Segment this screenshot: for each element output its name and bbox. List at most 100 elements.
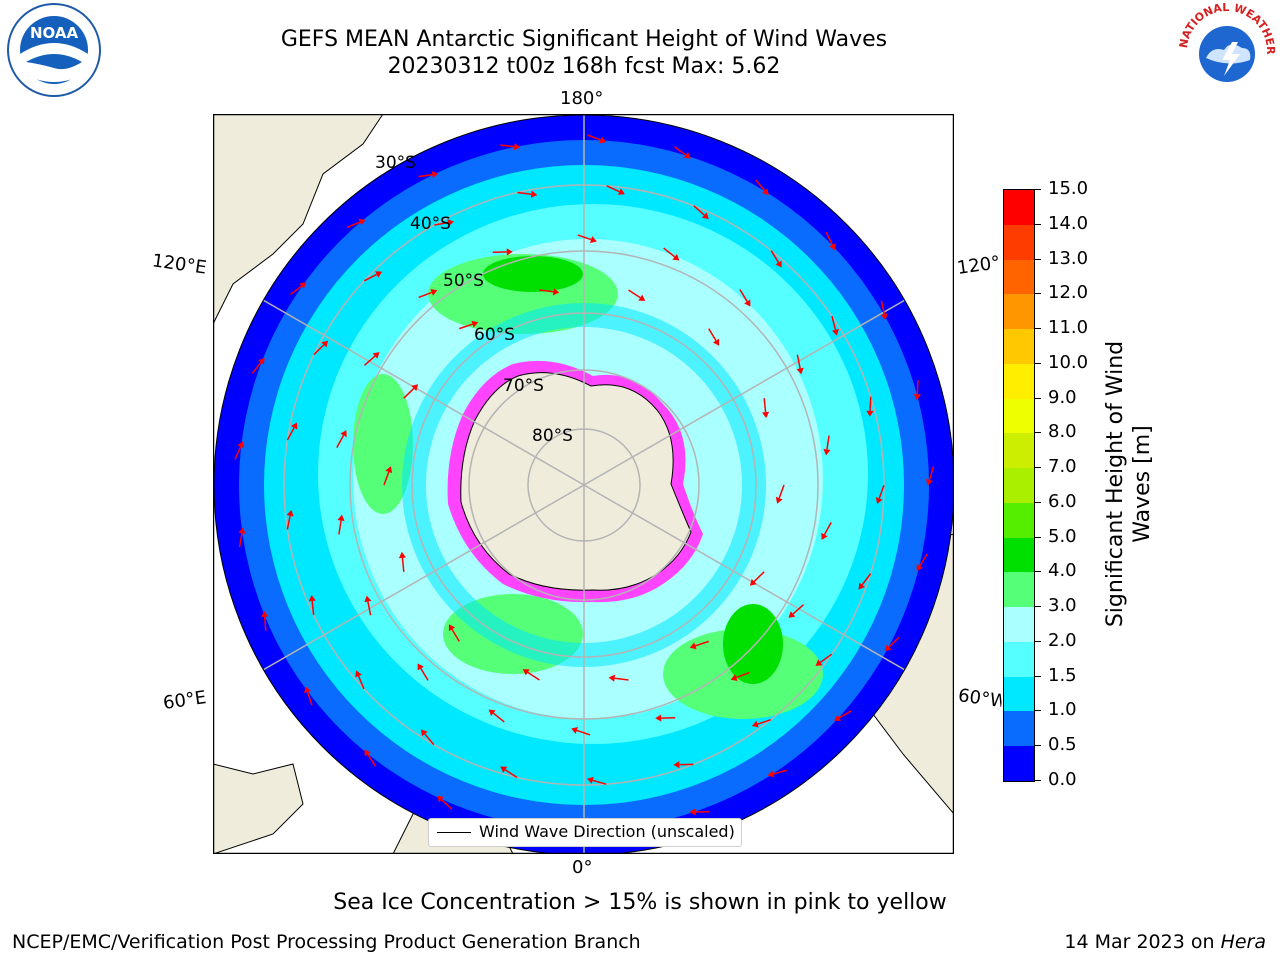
- wave-arrow-head: [500, 766, 508, 773]
- wave-arrow: [770, 250, 780, 263]
- wave-arrow-head: [712, 338, 720, 346]
- wave-arrow: [826, 435, 830, 450]
- wave-arrow: [401, 557, 405, 572]
- lat-label-30s: 30°S: [375, 153, 416, 173]
- wave-arrow-head: [513, 143, 521, 151]
- wave-arrow: [286, 427, 295, 441]
- colorbar-segment: [1004, 259, 1034, 295]
- wave-arrow-head: [290, 422, 298, 430]
- wave-arrow-head: [364, 749, 371, 757]
- wave-arrow: [763, 398, 767, 413]
- colorbar-tick-label: 7.0: [1048, 456, 1077, 478]
- wave-arrow-head: [506, 248, 513, 256]
- wave-arrow-head: [304, 686, 311, 694]
- wave-arrow-head: [683, 151, 691, 159]
- wave-arrow-head: [471, 320, 479, 328]
- graticule: [214, 115, 954, 854]
- wave-arrow: [614, 677, 629, 681]
- colorbar-segment: [1004, 294, 1034, 330]
- wave-arrow: [708, 328, 717, 341]
- wave-arrow-head: [767, 770, 775, 778]
- wave-arrow: [592, 779, 607, 785]
- wave-arrow: [823, 521, 832, 536]
- wave-arrow-head: [916, 564, 923, 572]
- colorbar-segment: [1004, 537, 1034, 573]
- legend-label: Wind Wave Direction (unscaled): [479, 822, 735, 841]
- colorbar-tick-mark: [1034, 640, 1041, 642]
- colorbar-segment: [1004, 398, 1034, 434]
- wave-arrow: [880, 300, 885, 315]
- wave-arrow-head: [689, 642, 697, 650]
- colorbar-tick-mark: [1034, 189, 1041, 190]
- noaa-logo-text: NOAA: [30, 24, 79, 42]
- wave-arrow: [286, 515, 291, 530]
- wave-arrow: [869, 396, 872, 411]
- colorbar-tick-label: 1.0: [1048, 699, 1077, 721]
- colorbar-tick-mark: [1034, 606, 1041, 608]
- wave-arrow: [440, 799, 453, 810]
- colorbar-tick-mark: [1034, 397, 1041, 399]
- colorbar-tick-label: 15.0: [1048, 178, 1089, 199]
- colorbar-tick-mark: [1034, 362, 1041, 364]
- wave-arrow: [606, 185, 620, 193]
- wave-arrow: [346, 221, 361, 229]
- colorbar-tick-mark: [1034, 675, 1041, 677]
- wave-arrow: [527, 671, 540, 681]
- wave-arrow-head: [689, 808, 696, 816]
- wave-arrow-head: [823, 448, 831, 456]
- wave-arrow-head: [286, 509, 294, 517]
- chart-subtitle: 20230312 t00z 168h fcst Max: 5.62: [387, 54, 781, 79]
- wave-arrow-head: [337, 514, 345, 522]
- colorbar-segment: [1004, 572, 1034, 608]
- wave-arrow-head: [913, 394, 921, 401]
- colorbar-tick-label: 5.0: [1048, 525, 1077, 547]
- wave-arrow: [693, 205, 705, 216]
- wave-arrow: [539, 289, 554, 293]
- wave-arrow: [500, 144, 515, 148]
- wave-arrow-head: [586, 776, 594, 784]
- wave-arrow-head: [775, 496, 783, 504]
- footer-date: 14 Mar 2023 on Hera: [1064, 931, 1266, 953]
- polar-map: 30°S 40°S 50°S 60°S 70°S 80°S: [212, 113, 955, 855]
- wave-arrow-head: [358, 218, 366, 226]
- colorbar-segment: [1004, 676, 1034, 712]
- wave-arrow-head: [775, 260, 782, 268]
- wave-arrow: [773, 769, 788, 775]
- wave-arrow: [663, 247, 676, 258]
- wave-arrow-head: [364, 595, 372, 603]
- colorbar-tick-mark: [1034, 467, 1041, 469]
- noaa-logo: NOAA: [6, 2, 102, 98]
- colorbar-segment: [1004, 468, 1034, 503]
- colorbar-segment: [1004, 433, 1034, 469]
- colorbar-tick-label: 13.0: [1048, 247, 1089, 269]
- colorbar-ticks: 0.0 0.5 1.0 1.5 2.0 3.0 4.0 5.0 6.0 7.0 8.0 9.0 10.0…: [1034, 178, 1094, 790]
- colorbar-tick-mark: [1034, 710, 1041, 712]
- wave-arrow: [367, 753, 377, 767]
- wave-arrow-head: [858, 582, 865, 590]
- lon-label-180: 180°: [560, 88, 604, 109]
- wave-arrow-head: [420, 729, 428, 737]
- wave-arrow-head: [880, 313, 888, 321]
- wave-arrow: [363, 273, 378, 282]
- wave-arrow-head: [385, 466, 393, 474]
- wave-arrow-head: [762, 188, 769, 196]
- colorbar-tick-label: 10.0: [1048, 351, 1089, 373]
- wave-arrow-head: [437, 795, 444, 803]
- wave-arrow: [418, 173, 433, 178]
- wave-arrow-head: [761, 411, 770, 419]
- wave-arrow-head: [788, 611, 796, 618]
- wave-arrow: [878, 484, 885, 499]
- wave-arrow: [577, 234, 592, 241]
- wave-arrow: [819, 653, 833, 663]
- wave-arrow-head: [589, 236, 597, 243]
- wave-arrow: [838, 710, 852, 719]
- wave-arrow: [306, 691, 313, 706]
- colorbar-segment: [1004, 746, 1034, 781]
- wave-arrow-head: [321, 340, 329, 348]
- wave-direction-arrows: [234, 134, 935, 834]
- wave-arrow-head: [875, 497, 883, 505]
- wave-field: [214, 115, 954, 854]
- wave-arrow-head: [608, 674, 616, 682]
- wave-arrow: [492, 712, 505, 723]
- wave-arrow: [928, 466, 935, 481]
